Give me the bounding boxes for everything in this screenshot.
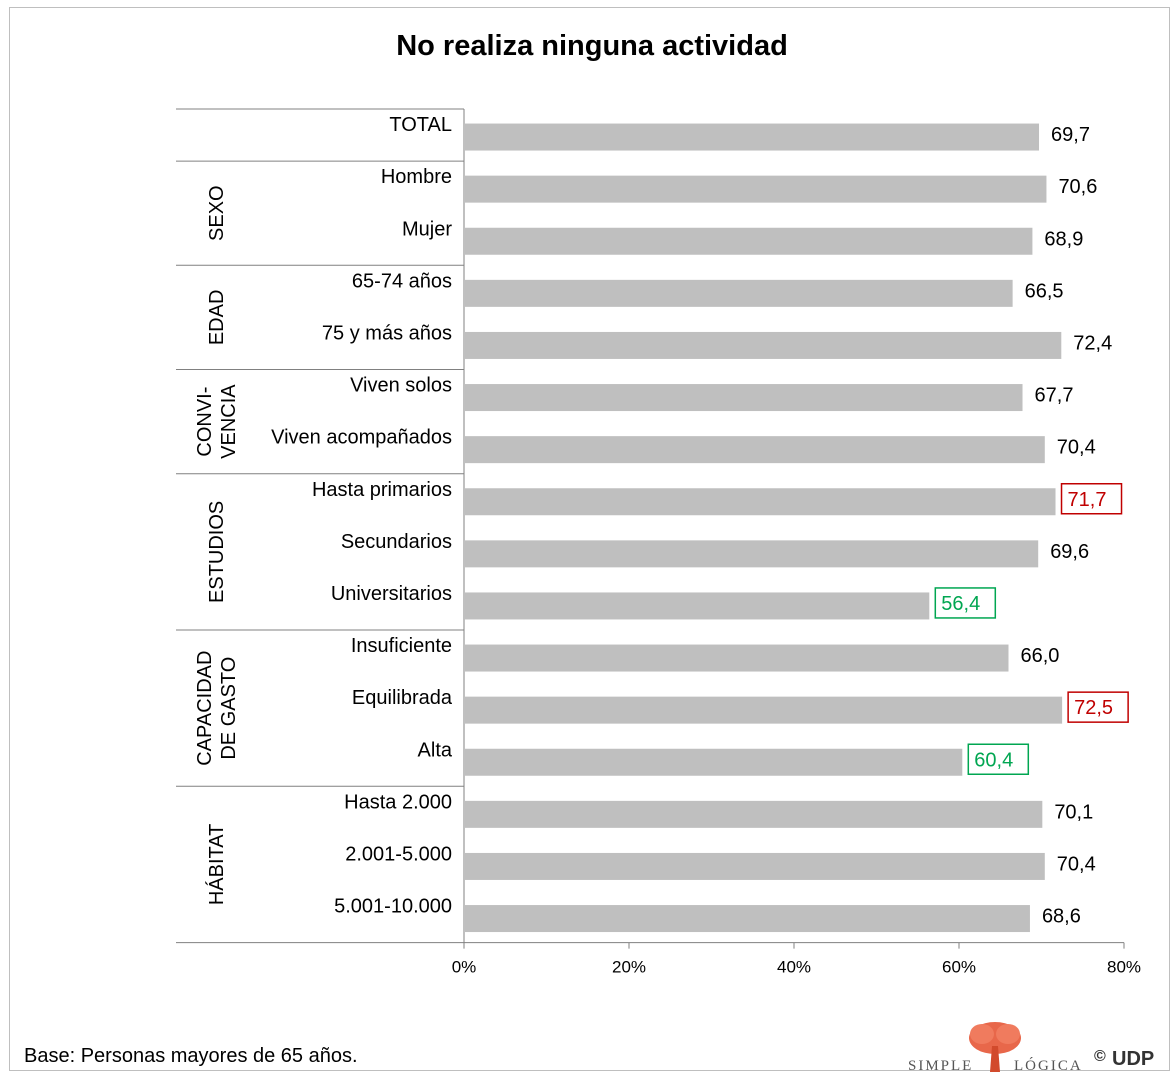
category-label: 5.001-10.000 xyxy=(334,896,452,918)
category-label: Secundarios xyxy=(341,531,452,553)
value-label: 70,6 xyxy=(1058,176,1097,198)
bar xyxy=(465,123,1040,151)
value-label-box xyxy=(1060,483,1123,515)
bar xyxy=(465,384,1023,412)
bar xyxy=(465,436,1045,464)
chart-title: No realiza ninguna actividad xyxy=(396,30,788,62)
x-tick-label: 60% xyxy=(942,958,976,977)
bar xyxy=(465,592,930,620)
category-label: Universitarios xyxy=(331,583,452,605)
value-label: 68,6 xyxy=(1042,906,1081,928)
value-label: 72,5 xyxy=(1074,697,1113,719)
value-label: 71,7 xyxy=(1068,489,1107,511)
category-label: 2.001-5.000 xyxy=(345,843,452,865)
chart-frame xyxy=(9,7,1170,1071)
bar xyxy=(465,175,1047,203)
logo-owner: UDP xyxy=(1112,1048,1155,1070)
logo-word-left: SIMPLE xyxy=(908,1058,974,1074)
value-label: 70,4 xyxy=(1057,437,1096,459)
category-label: Hombre xyxy=(381,166,452,188)
value-label: 70,1 xyxy=(1054,801,1093,823)
category-label: Insuficiente xyxy=(351,635,452,657)
category-label: Alta xyxy=(418,739,453,761)
bar xyxy=(465,696,1063,724)
category-label: 65-74 años xyxy=(352,270,452,292)
category-label: Viven acompañados xyxy=(271,427,452,449)
group-label: EDAD xyxy=(206,290,228,346)
footnote: Base: Personas mayores de 65 años. xyxy=(24,1045,358,1067)
value-label-box xyxy=(967,743,1030,775)
value-label: 66,0 xyxy=(1021,645,1060,667)
bar xyxy=(465,905,1030,933)
category-label: Mujer xyxy=(402,218,452,240)
bar xyxy=(465,488,1056,516)
value-label-box xyxy=(934,587,997,619)
bar xyxy=(465,279,1013,307)
logo-word-right: LÓGICA xyxy=(1014,1058,1083,1074)
value-label: 70,4 xyxy=(1057,853,1096,875)
bar xyxy=(465,748,963,776)
x-tick-label: 0% xyxy=(452,958,477,977)
value-label: 56,4 xyxy=(941,593,980,615)
group-label: ESTUDIOS xyxy=(206,501,228,603)
bar xyxy=(465,227,1033,255)
value-label: 69,6 xyxy=(1050,541,1089,563)
value-label: 72,4 xyxy=(1073,332,1112,354)
value-label: 60,4 xyxy=(974,749,1013,771)
bar xyxy=(465,331,1062,359)
category-label: Equilibrada xyxy=(352,687,453,709)
group-label: VENCIA xyxy=(218,384,240,459)
bar xyxy=(465,852,1045,880)
category-label: Viven solos xyxy=(350,375,452,397)
tree-icon xyxy=(969,1022,1021,1072)
category-label: TOTAL xyxy=(389,114,452,136)
group-label: CAPACIDAD xyxy=(194,651,216,766)
copyright-symbol: © xyxy=(1094,1048,1106,1065)
category-label: Hasta primarios xyxy=(312,479,452,501)
bar-chart: SEXO EDAD CONVI- VENCIA ESTUDIOS CAPACIDAD DE … xyxy=(176,108,1141,977)
x-tick-label: 80% xyxy=(1107,958,1141,977)
value-label-box xyxy=(1067,691,1129,723)
group-label: HÁBITAT xyxy=(205,824,228,905)
value-label: 66,5 xyxy=(1025,280,1064,302)
group-label: DE GASTO xyxy=(218,657,240,760)
bar xyxy=(465,540,1039,568)
value-label: 67,7 xyxy=(1035,385,1074,407)
bar xyxy=(465,800,1043,828)
group-label: CONVI- xyxy=(194,387,216,457)
value-label: 68,9 xyxy=(1044,228,1083,250)
bar xyxy=(465,644,1009,672)
category-label: 75 y más años xyxy=(322,322,452,344)
simple-logica-logo: SIMPLE LÓGICA © UDP xyxy=(902,1018,1164,1074)
group-label: SEXO xyxy=(206,185,228,241)
x-tick-label: 20% xyxy=(612,958,646,977)
category-label: Hasta 2.000 xyxy=(344,791,452,813)
value-label: 69,7 xyxy=(1051,124,1090,146)
x-tick-label: 40% xyxy=(777,958,811,977)
